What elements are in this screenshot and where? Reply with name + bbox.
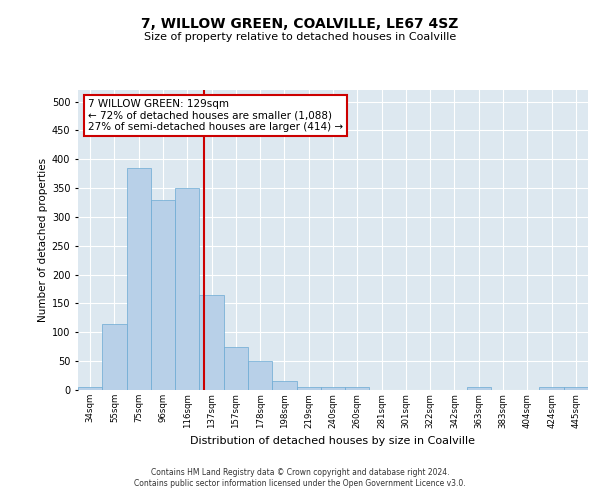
Bar (102, 324, 127, 390)
X-axis label: Distribution of detached houses by size in Coalville: Distribution of detached houses by size … (191, 436, 476, 446)
Bar (224, 346, 248, 390)
Bar (564, 387, 588, 390)
Bar (175, 188, 199, 390)
Bar (151, 200, 175, 390)
Bar (272, 382, 296, 390)
Bar (467, 387, 491, 390)
Text: Contains HM Land Registry data © Crown copyright and database right 2024.
Contai: Contains HM Land Registry data © Crown c… (134, 468, 466, 487)
Text: Size of property relative to detached houses in Coalville: Size of property relative to detached ho… (144, 32, 456, 42)
Bar (78, 387, 102, 390)
Bar (248, 361, 272, 390)
Text: 7, WILLOW GREEN, COALVILLE, LE67 4SZ: 7, WILLOW GREEN, COALVILLE, LE67 4SZ (142, 18, 458, 32)
Bar (127, 168, 151, 390)
Text: 7 WILLOW GREEN: 129sqm
← 72% of detached houses are smaller (1,088)
27% of semi-: 7 WILLOW GREEN: 129sqm ← 72% of detached… (88, 99, 343, 132)
Bar (199, 295, 224, 390)
Bar (345, 387, 370, 390)
Y-axis label: Number of detached properties: Number of detached properties (38, 158, 47, 322)
Bar (539, 387, 564, 390)
Bar (321, 387, 345, 390)
Bar (296, 387, 321, 390)
